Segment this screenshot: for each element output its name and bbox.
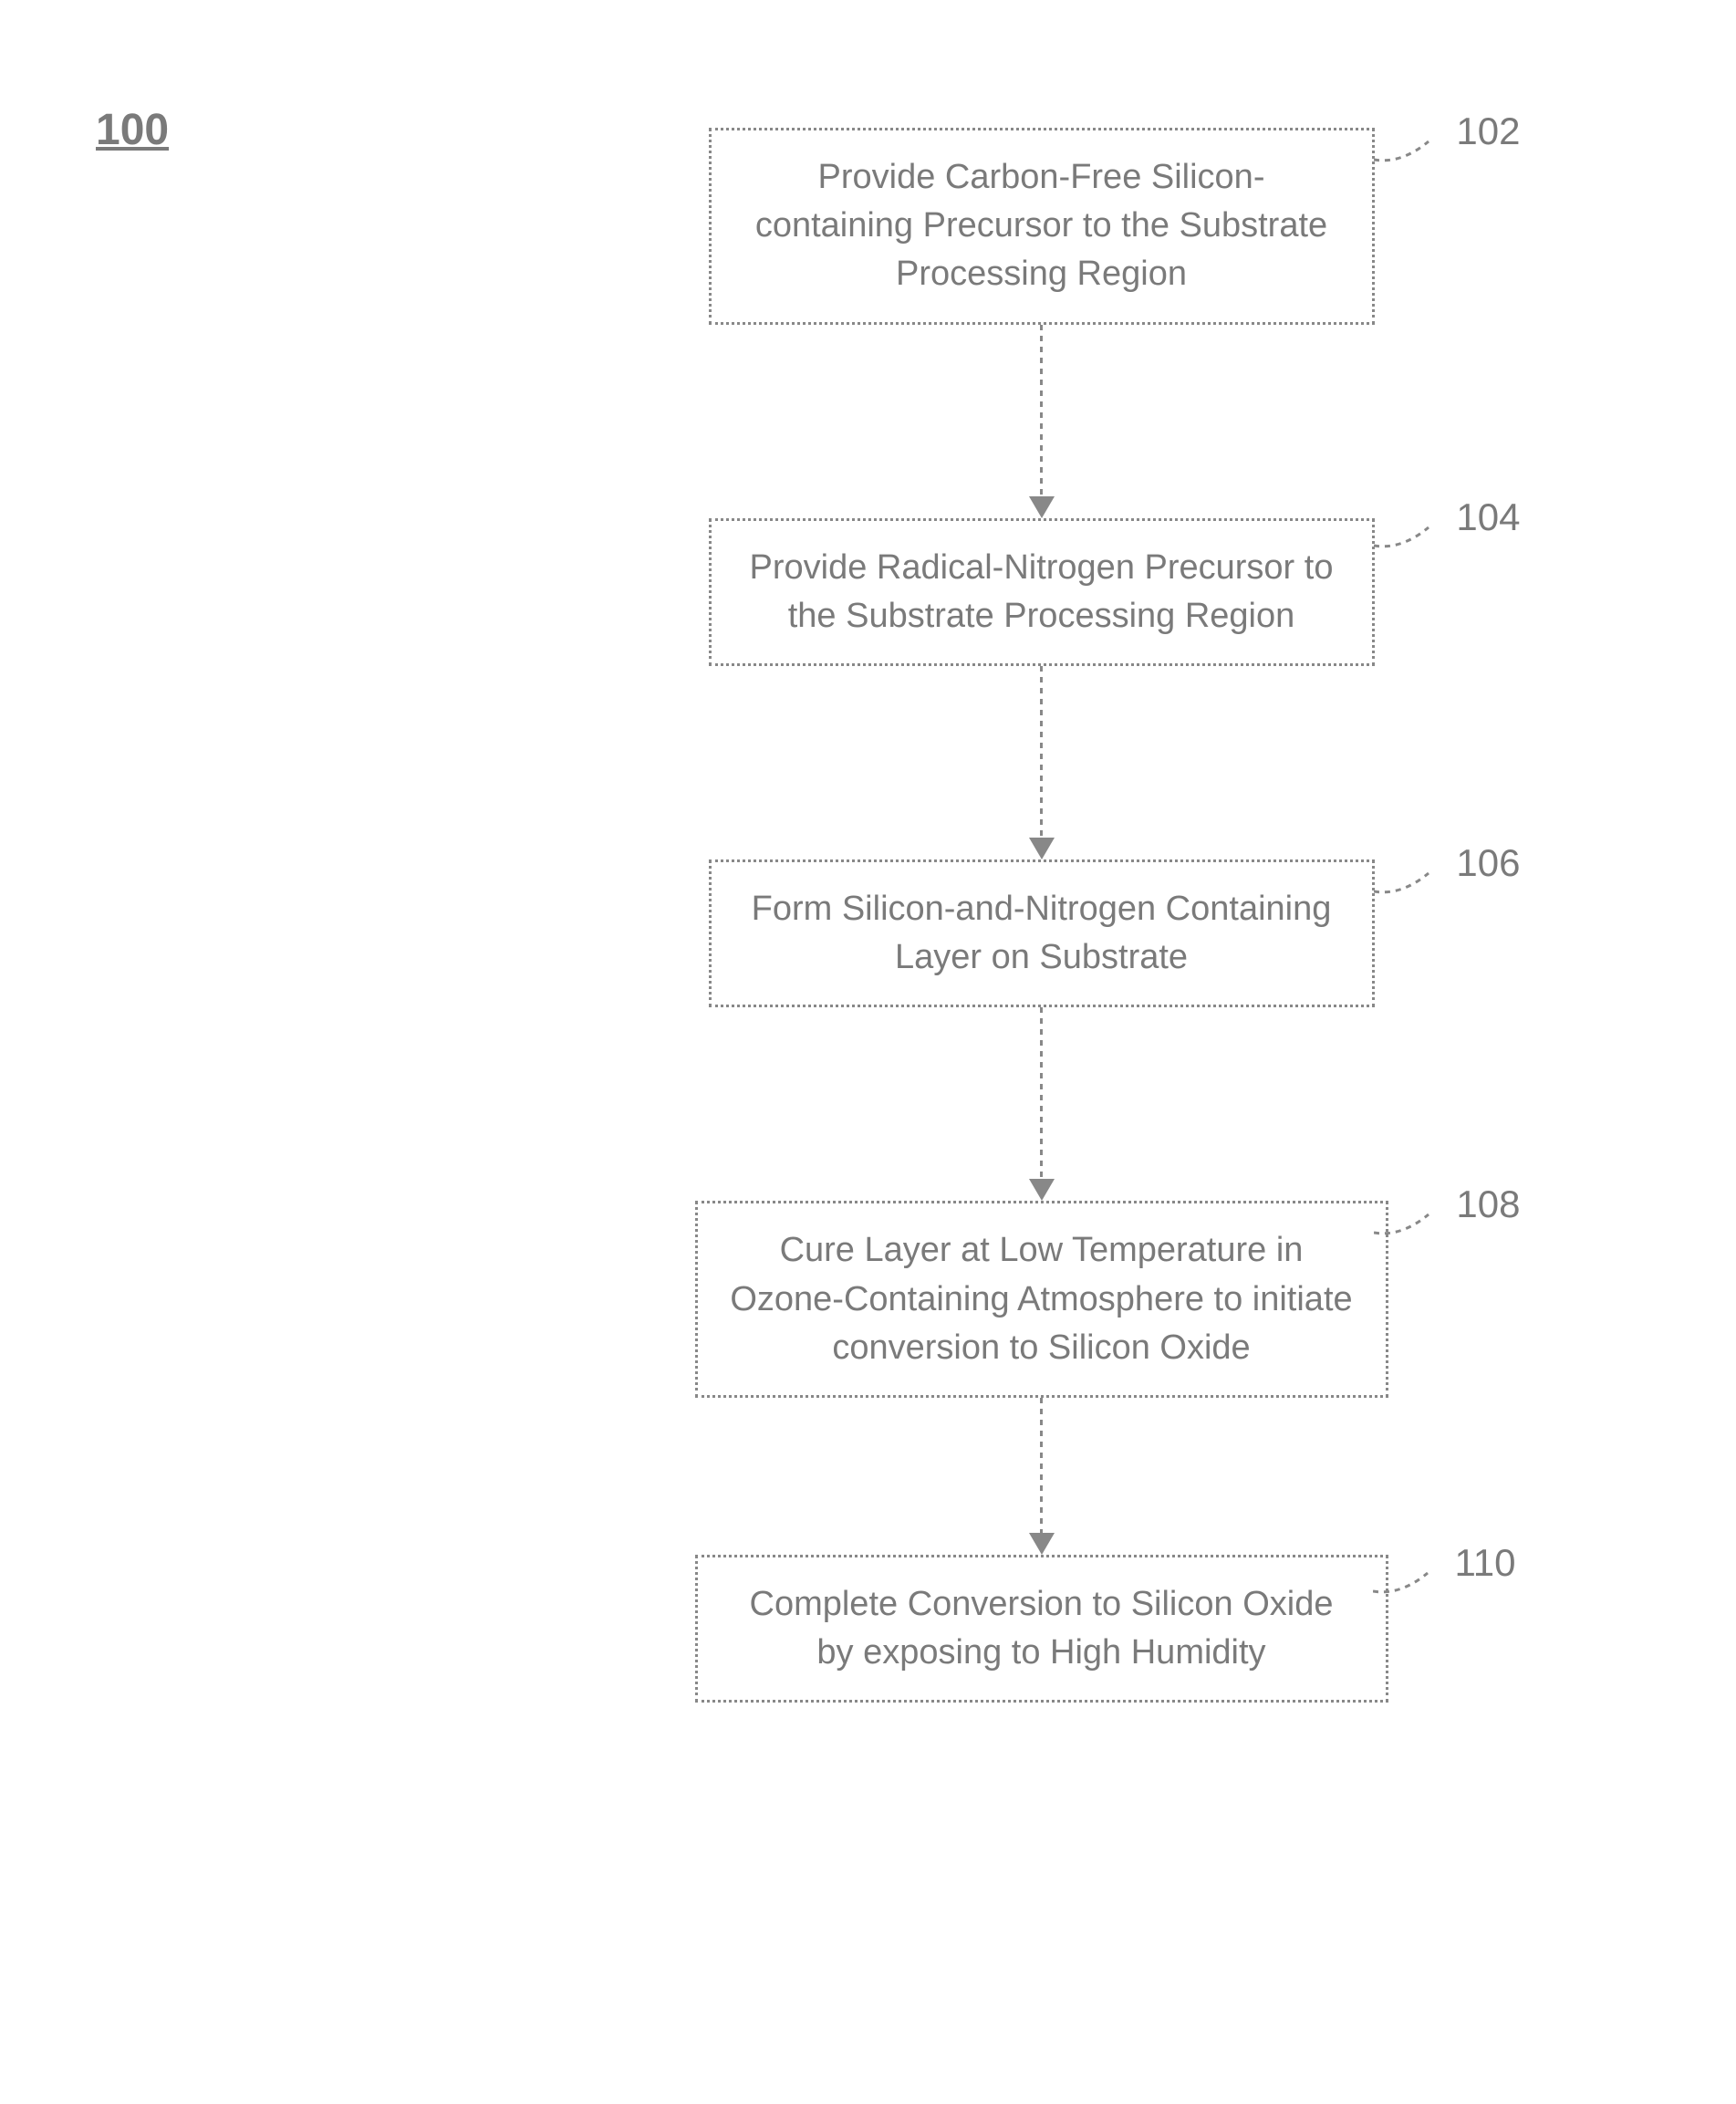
callout-label-102: 102 [1456, 109, 1520, 153]
arrow-3 [1029, 1007, 1055, 1201]
step-container-106: Form Silicon-and-Nitrogen Containing Lay… [709, 859, 1375, 1007]
step-container-108: Cure Layer at Low Temperature in Ozone-C… [695, 1201, 1388, 1398]
step-box-106: Form Silicon-and-Nitrogen Containing Lay… [709, 859, 1375, 1007]
step-box-110: Complete Conversion to Silicon Oxide by … [695, 1555, 1388, 1703]
step-container-110: Complete Conversion to Silicon Oxide by … [695, 1555, 1388, 1703]
flowchart-container: Provide Carbon-Free Silicon-containing P… [401, 128, 1681, 1703]
step-container-102: Provide Carbon-Free Silicon-containing P… [709, 128, 1375, 325]
callout-102: 102 [1374, 109, 1520, 178]
step-box-108: Cure Layer at Low Temperature in Ozone-C… [695, 1201, 1388, 1398]
callout-106: 106 [1374, 841, 1520, 910]
callout-104: 104 [1374, 495, 1520, 564]
callout-label-110: 110 [1455, 1541, 1516, 1585]
arrow-1 [1029, 325, 1055, 518]
figure-label: 100 [96, 105, 169, 155]
callout-108: 108 [1374, 1182, 1520, 1251]
arrow-2 [1029, 666, 1055, 859]
callout-label-106: 106 [1456, 841, 1520, 885]
callout-label-108: 108 [1456, 1182, 1520, 1226]
step-box-104: Provide Radical-Nitrogen Precursor to th… [709, 518, 1375, 666]
callout-110: 110 [1373, 1541, 1516, 1609]
arrow-4 [1029, 1398, 1055, 1555]
callout-label-104: 104 [1456, 495, 1520, 539]
step-box-102: Provide Carbon-Free Silicon-containing P… [709, 128, 1375, 325]
step-container-104: Provide Radical-Nitrogen Precursor to th… [709, 518, 1375, 666]
